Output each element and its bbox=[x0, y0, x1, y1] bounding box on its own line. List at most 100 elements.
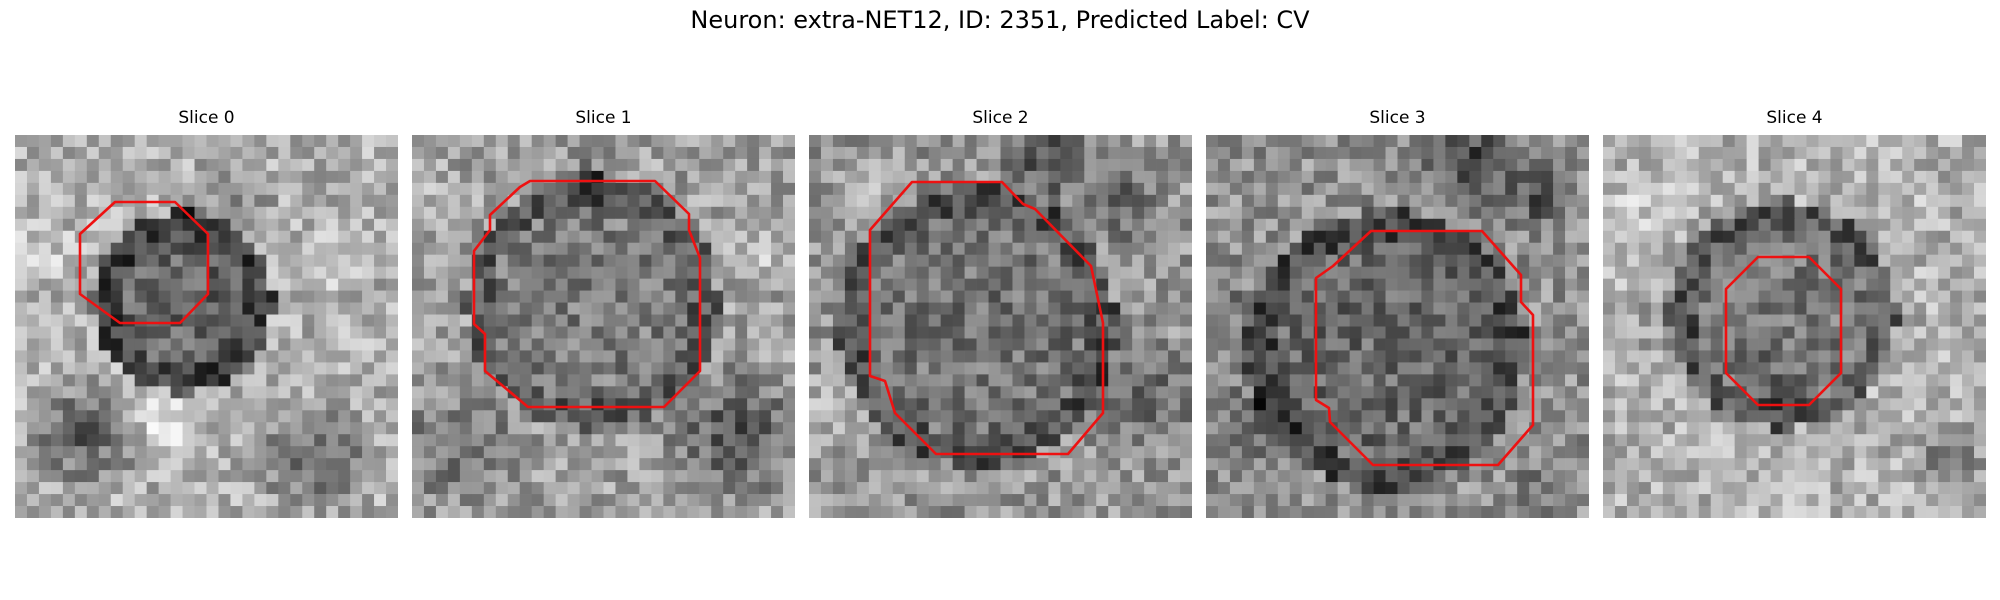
pixel bbox=[98, 218, 112, 232]
pixel bbox=[1000, 266, 1013, 279]
pixel bbox=[711, 278, 724, 291]
pixel bbox=[1577, 374, 1589, 387]
pixel bbox=[1734, 290, 1747, 303]
pixel bbox=[1746, 290, 1759, 303]
pixel bbox=[952, 146, 965, 160]
pixel bbox=[1000, 362, 1013, 375]
pixel bbox=[1144, 326, 1157, 339]
pixel bbox=[723, 470, 736, 483]
pixel bbox=[759, 386, 772, 399]
pixel bbox=[723, 338, 736, 351]
pixel bbox=[904, 278, 918, 291]
pixel bbox=[820, 206, 834, 220]
pixel bbox=[1144, 470, 1157, 483]
pixel bbox=[1806, 410, 1819, 423]
pixel bbox=[350, 266, 363, 279]
pixel bbox=[1337, 446, 1350, 459]
pixel bbox=[483, 206, 497, 220]
pixel bbox=[1048, 506, 1061, 518]
pixel bbox=[1854, 230, 1867, 244]
pixel bbox=[1072, 410, 1085, 423]
pixel bbox=[26, 242, 40, 256]
pixel bbox=[1253, 290, 1267, 303]
pixel bbox=[350, 494, 363, 507]
pixel bbox=[1950, 362, 1963, 375]
pixel bbox=[1674, 182, 1688, 196]
pixel bbox=[603, 182, 616, 196]
pixel bbox=[412, 242, 425, 256]
pixel bbox=[1012, 302, 1025, 315]
pixel bbox=[50, 494, 64, 507]
pixel bbox=[15, 494, 28, 507]
pixel bbox=[98, 266, 112, 279]
pixel bbox=[1722, 386, 1736, 399]
pixel bbox=[158, 206, 171, 220]
pixel bbox=[771, 254, 784, 268]
pixel bbox=[1758, 135, 1771, 148]
pixel bbox=[1553, 242, 1566, 256]
pixel bbox=[1168, 135, 1181, 148]
pixel bbox=[809, 278, 822, 291]
pixel bbox=[194, 326, 207, 339]
pixel bbox=[1385, 290, 1398, 303]
pixel bbox=[1180, 146, 1192, 160]
pixel bbox=[567, 146, 580, 160]
pixel bbox=[98, 278, 112, 291]
pixel bbox=[1048, 206, 1061, 220]
pixel bbox=[98, 302, 112, 315]
pixel bbox=[603, 194, 616, 208]
pixel bbox=[1048, 374, 1061, 387]
pixel bbox=[1614, 254, 1628, 268]
pixel bbox=[1206, 254, 1219, 268]
pixel bbox=[567, 242, 580, 256]
pixel bbox=[1120, 482, 1133, 495]
pixel bbox=[1878, 170, 1891, 184]
pixel bbox=[1962, 230, 1975, 244]
pixel bbox=[507, 182, 521, 196]
pixel bbox=[723, 254, 736, 268]
pixel bbox=[735, 446, 748, 459]
pixel bbox=[880, 410, 894, 423]
pixel bbox=[254, 254, 267, 268]
pixel bbox=[1385, 302, 1398, 315]
pixel bbox=[218, 506, 231, 518]
pixel bbox=[122, 350, 136, 363]
pixel bbox=[880, 314, 894, 327]
pixel bbox=[1060, 422, 1073, 435]
pixel bbox=[856, 458, 870, 471]
pixel bbox=[1914, 218, 1927, 232]
pixel bbox=[940, 230, 953, 244]
pixel bbox=[507, 374, 521, 387]
pixel bbox=[38, 230, 52, 244]
pixel bbox=[302, 290, 315, 303]
pixel bbox=[158, 170, 171, 184]
pixel bbox=[1577, 506, 1589, 518]
pixel bbox=[531, 266, 545, 279]
pixel bbox=[1758, 302, 1771, 315]
pixel bbox=[278, 470, 291, 483]
pixel bbox=[278, 266, 291, 279]
pixel bbox=[1421, 314, 1434, 327]
pixel bbox=[134, 206, 148, 220]
pixel bbox=[1902, 302, 1915, 315]
pixel bbox=[1950, 326, 1963, 339]
pixel bbox=[242, 338, 255, 351]
pixel bbox=[928, 146, 942, 160]
pixel bbox=[1433, 338, 1446, 351]
pixel bbox=[735, 398, 748, 411]
pixel bbox=[1926, 386, 1939, 399]
pixel bbox=[134, 434, 148, 447]
pixel bbox=[1072, 290, 1085, 303]
pixel bbox=[699, 434, 712, 447]
pixel bbox=[952, 158, 965, 172]
pixel bbox=[675, 314, 688, 327]
pixel bbox=[266, 374, 279, 387]
pixel bbox=[1120, 146, 1133, 160]
pixel bbox=[1974, 146, 1986, 160]
pixel bbox=[916, 266, 930, 279]
pixel bbox=[735, 506, 748, 518]
pixel bbox=[1036, 470, 1049, 483]
pixel bbox=[459, 194, 473, 208]
pixel bbox=[531, 206, 545, 220]
pixel bbox=[1770, 326, 1783, 339]
